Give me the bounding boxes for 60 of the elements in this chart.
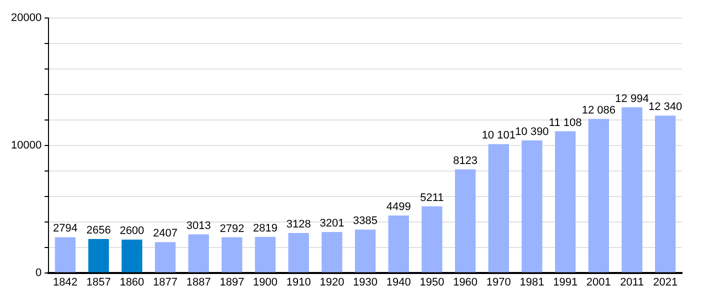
bar: [388, 215, 409, 272]
y-tick-label: 20000: [10, 12, 42, 24]
data-label: 3013: [186, 220, 211, 232]
bar: [188, 234, 209, 272]
y-tick-label: 10000: [10, 139, 42, 152]
x-tick-label: 1930: [353, 276, 378, 288]
bar: [654, 116, 676, 272]
data-label: 12 086: [582, 104, 616, 116]
bar: [354, 230, 376, 272]
x-tick-label: 1842: [53, 276, 78, 288]
data-label: 5211: [420, 192, 444, 204]
x-tick-label: 1981: [520, 276, 544, 288]
x-tick-label: 1887: [186, 276, 211, 288]
bar: [254, 236, 276, 272]
x-tick-label: 1970: [486, 276, 511, 288]
x-tick-label: 1950: [420, 276, 444, 288]
x-tick-label: 2021: [653, 276, 678, 288]
bar: [322, 232, 342, 272]
x-tick-label: 1857: [86, 276, 111, 288]
data-label: 2792: [220, 222, 244, 235]
data-label: 2819: [253, 222, 278, 234]
bar: [222, 237, 242, 272]
bar: [154, 242, 176, 272]
data-label: 3128: [286, 218, 311, 230]
x-tick-label: 1920: [320, 276, 344, 288]
data-label: 2794: [53, 222, 78, 235]
bar: [288, 232, 309, 272]
bar: [422, 206, 442, 272]
bar: [454, 169, 476, 272]
data-label: 8123: [453, 154, 478, 167]
data-label: 2600: [120, 225, 144, 238]
y-tick-label: 0: [35, 266, 42, 279]
bar: [488, 144, 509, 272]
x-tick-label: 1877: [153, 276, 178, 288]
data-label: 10 390: [515, 126, 549, 138]
data-label: 11 108: [548, 116, 582, 129]
data-label: 3201: [320, 218, 344, 230]
data-label: 12 340: [648, 101, 682, 114]
bar: [554, 131, 576, 272]
x-tick-label: 1910: [286, 276, 311, 288]
bar: [88, 238, 109, 272]
data-label: 2656: [86, 224, 111, 236]
x-tick-label: 1940: [386, 276, 411, 288]
data-label: 12 994: [615, 92, 649, 105]
data-label: 2407: [153, 228, 178, 240]
x-tick-label: 2011: [620, 276, 644, 288]
data-label: 10 101: [482, 130, 516, 142]
x-tick-label: 1860: [120, 276, 144, 288]
x-tick-label: 1960: [453, 276, 478, 288]
bar: [122, 240, 142, 272]
x-tick-label: 1897: [220, 276, 244, 288]
bar: [588, 118, 609, 272]
x-tick-label: 1900: [253, 276, 278, 288]
x-tick-label: 1991: [553, 276, 578, 288]
bar: [54, 237, 76, 272]
data-label: 4499: [386, 201, 411, 214]
bar: [522, 140, 542, 272]
data-label: 3385: [353, 215, 378, 228]
bar: [622, 107, 642, 272]
x-tick-label: 2001: [586, 276, 611, 288]
